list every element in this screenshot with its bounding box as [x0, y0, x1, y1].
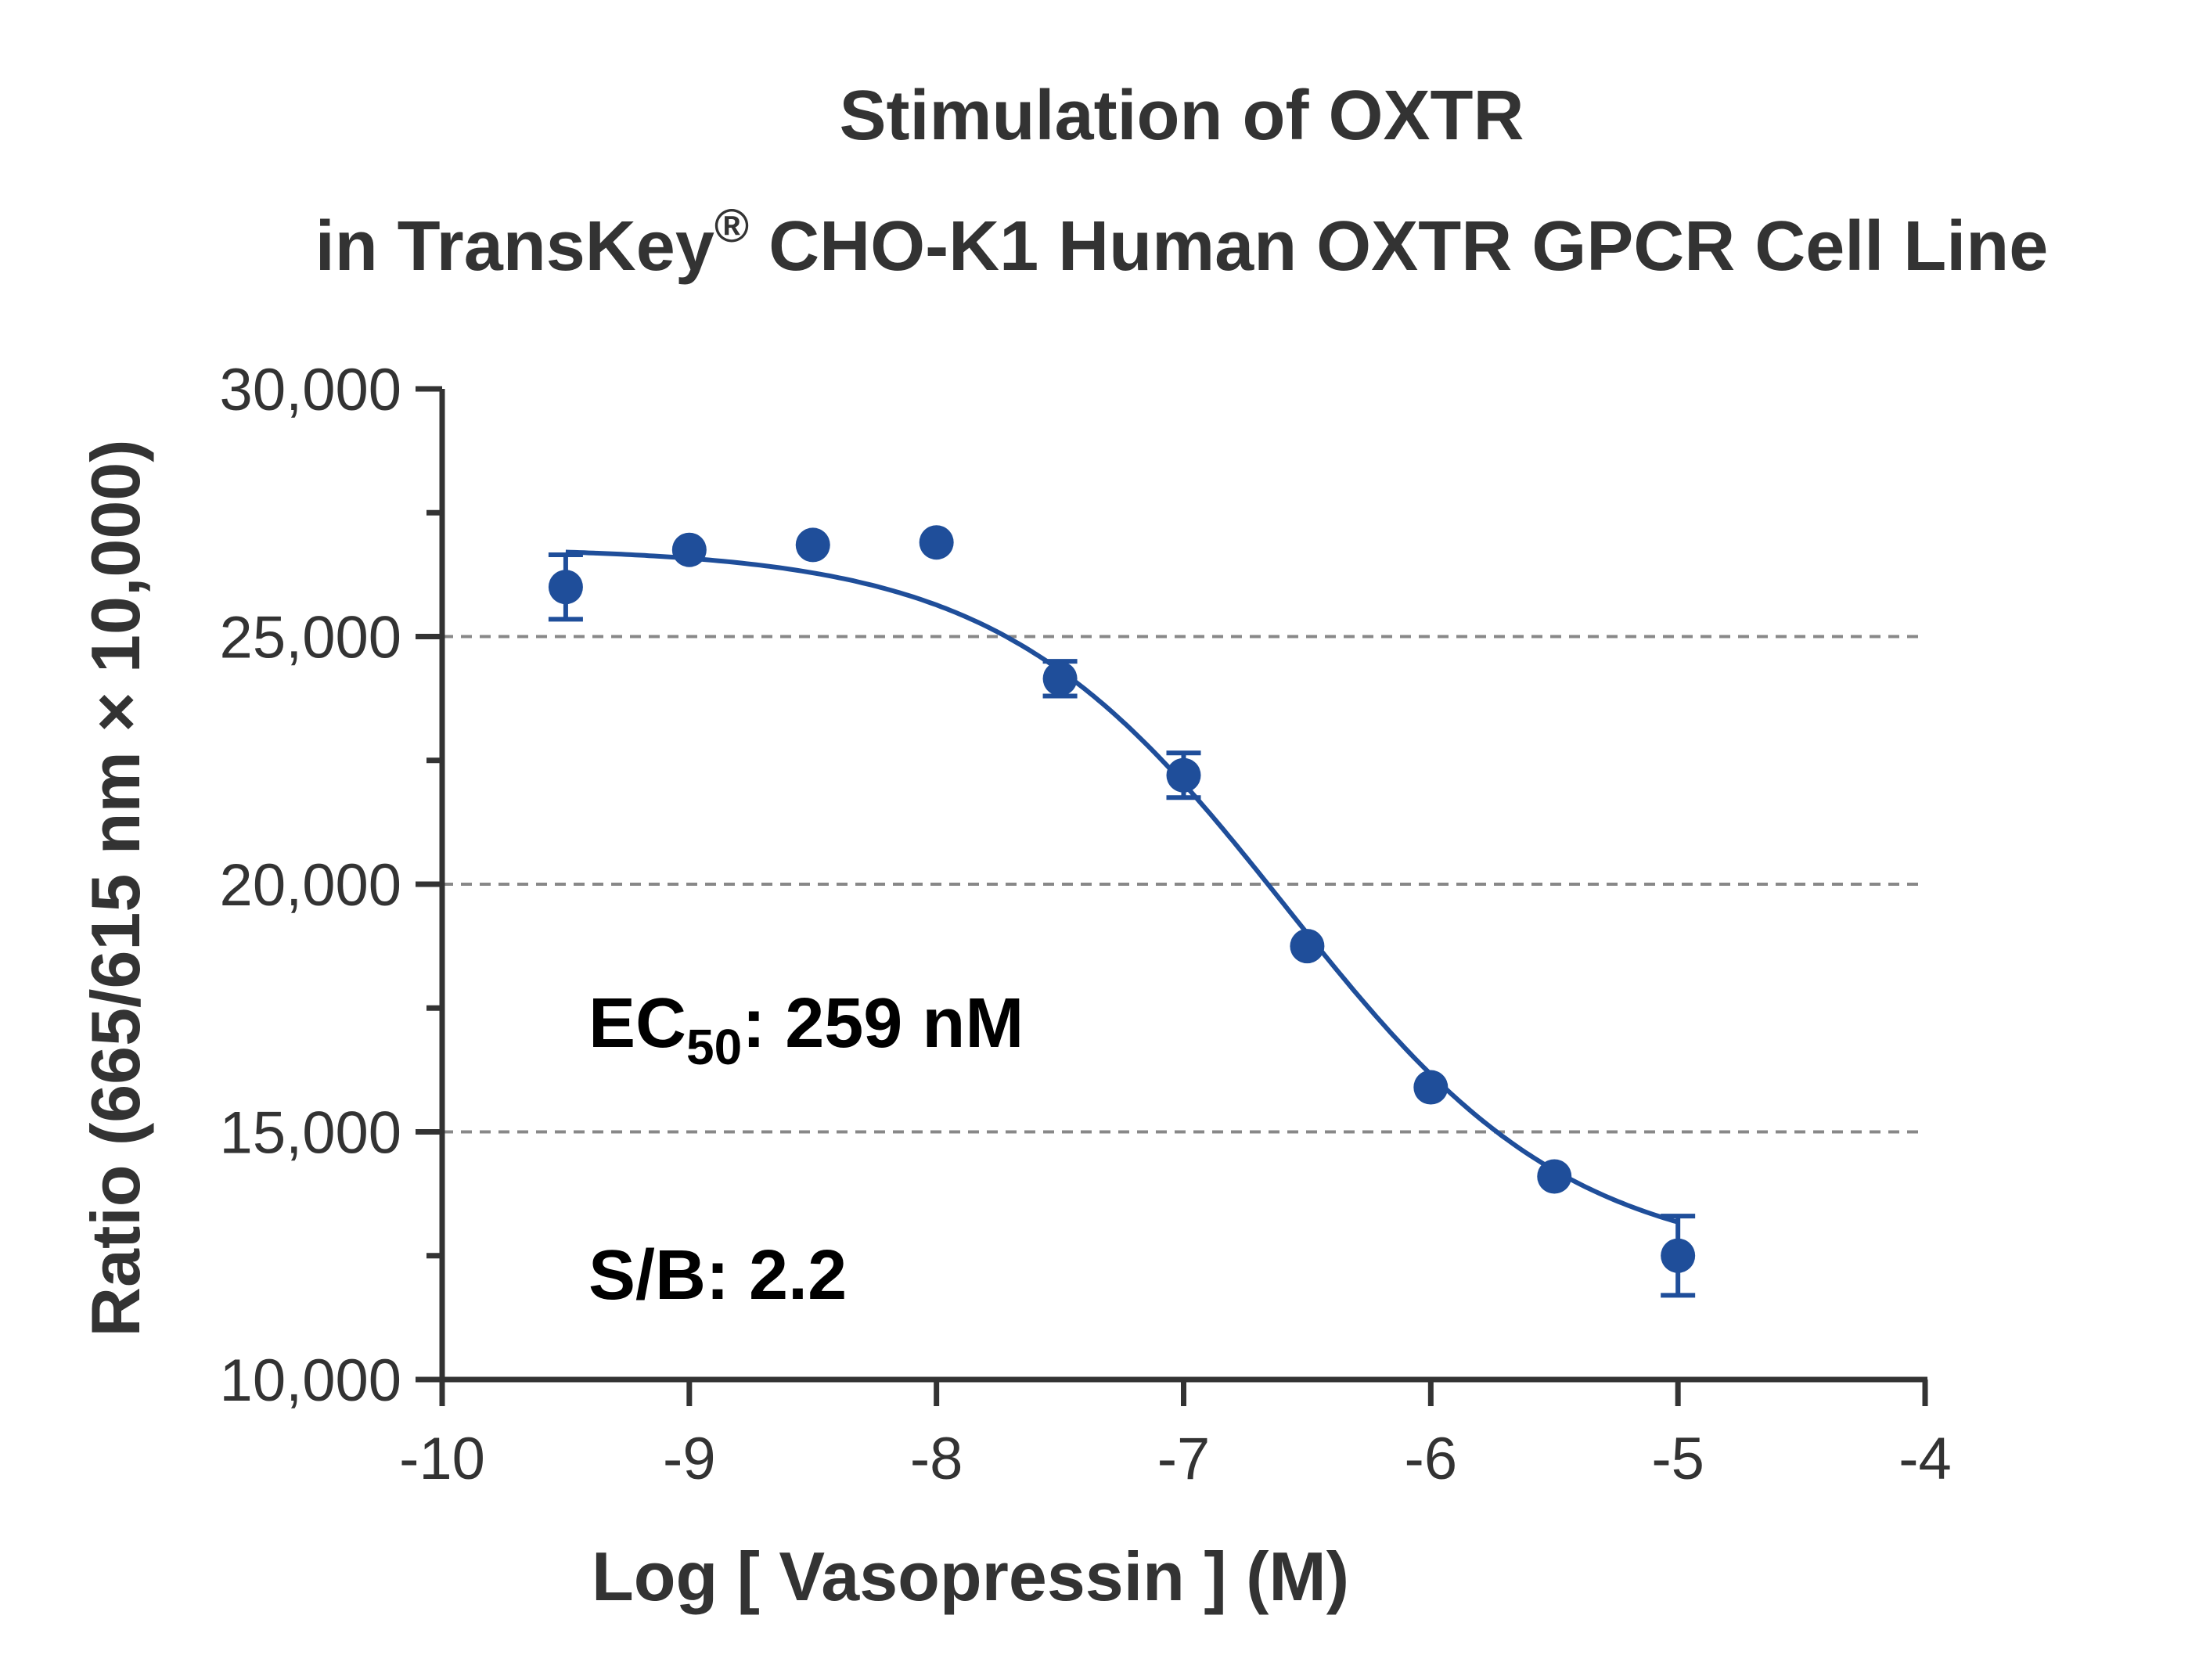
- data-point: [1661, 1238, 1696, 1273]
- data-point: [795, 527, 830, 563]
- y-axis-ticks: 10,000 15,000 20,000 25,000 30,000: [220, 357, 442, 1414]
- chart-title-line2-prefix: in TransKey: [315, 207, 714, 286]
- chart-title-line2-suffix: CHO-K1 Human OXTR GPCR Cell Line: [749, 207, 2048, 286]
- y-tick-label: 25,000: [220, 605, 401, 671]
- data-point: [1537, 1159, 1572, 1194]
- x-tick-label: -5: [1651, 1426, 1704, 1492]
- x-tick-label: -10: [399, 1426, 485, 1492]
- x-axis-title: Log [ Vasopressin ] (M): [592, 1538, 1349, 1615]
- data-point: [671, 532, 707, 567]
- registered-mark: ®: [714, 200, 749, 252]
- chart-title: Stimulation of OXTR in TransKey® CHO-K1 …: [315, 77, 2049, 286]
- ec50-annotation: EC50: 259 nM: [588, 984, 1024, 1075]
- data-points: [548, 525, 1696, 1273]
- ec50-value: : 259 nM: [742, 984, 1024, 1063]
- y-tick-label: 20,000: [220, 852, 401, 919]
- x-tick-label: -6: [1405, 1426, 1458, 1492]
- sb-annotation: S/B: 2.2: [588, 1236, 847, 1315]
- y-tick-label: 10,000: [220, 1347, 401, 1414]
- data-point: [1290, 929, 1325, 964]
- ec50-prefix: EC: [588, 984, 686, 1063]
- y-tick-label: 15,000: [220, 1100, 401, 1167]
- data-point: [919, 525, 954, 560]
- error-bars: [548, 552, 1696, 1298]
- x-axis-ticks: -10 -9 -8 -7 -6 -5 -4: [399, 1380, 1952, 1492]
- x-tick-label: -4: [1898, 1426, 1952, 1492]
- x-tick-label: -7: [1157, 1426, 1211, 1492]
- y-axis-title: Ratio (665/615 nm × 10,000): [77, 439, 154, 1336]
- data-point: [1042, 661, 1078, 696]
- data-point: [1413, 1070, 1449, 1105]
- chart-title-line1: Stimulation of OXTR: [840, 77, 1524, 155]
- chart-title-line2: in TransKey® CHO-K1 Human OXTR GPCR Cell…: [315, 200, 2049, 286]
- gridlines: [442, 635, 1925, 1134]
- x-tick-label: -9: [663, 1426, 716, 1492]
- y-tick-label: 30,000: [220, 357, 401, 423]
- fit-curve: [565, 549, 1679, 1225]
- x-tick-label: -8: [910, 1426, 963, 1492]
- data-point: [548, 570, 583, 605]
- ec50-subscript: 50: [686, 1019, 742, 1075]
- data-point: [1166, 757, 1201, 793]
